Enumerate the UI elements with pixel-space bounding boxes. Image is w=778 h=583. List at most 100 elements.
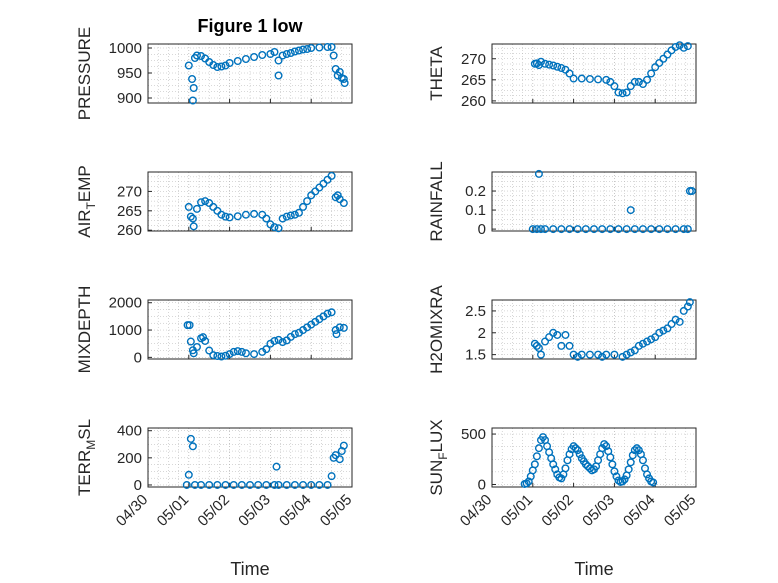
panel-h2omixra: 1.5 2 2.5 H2OMIXRA — [427, 284, 697, 374]
panel-h2omixra-point — [577, 350, 586, 359]
panel-terr-msl-point — [182, 480, 191, 489]
panel-air-temp-axes-box — [147, 171, 353, 232]
panel-pressure-point — [315, 43, 324, 52]
panel-sun-flux-point — [557, 474, 566, 483]
panel-sun-flux-point — [532, 452, 541, 461]
panel-theta-ylabel: THETA — [427, 46, 446, 101]
panel-mixdepth-point — [209, 351, 218, 360]
panel-pressure-plot-area — [148, 44, 352, 103]
panel-sun-flux-point — [620, 475, 629, 484]
panel-h2omixra-point — [573, 352, 582, 361]
panel-pressure-point — [184, 61, 193, 70]
panel-theta-series — [530, 41, 692, 98]
panel-sun-flux-xtick-label: 05/05 — [661, 491, 700, 530]
panel-sun-flux-point — [575, 450, 584, 459]
panel-sun-flux-point — [628, 451, 637, 460]
panel-mixdepth-point — [192, 342, 201, 351]
panel-terr-msl-point — [331, 451, 340, 460]
panel-air-temp-point — [241, 210, 250, 219]
panel-air-temp-point — [294, 208, 303, 217]
panel-sun-flux-xtick-label: 04/30 — [457, 491, 496, 530]
panel-sun-flux-point — [649, 478, 658, 487]
panel-terr-msl-point — [197, 480, 206, 489]
panel-theta-point — [585, 74, 594, 83]
panel-rainfall-point — [655, 225, 664, 234]
panel-h2omixra-point — [530, 339, 539, 348]
panel-rainfall-point — [581, 225, 590, 234]
panel-theta-point — [659, 54, 668, 63]
panel-pressure-point — [327, 43, 336, 52]
panel-mixdepth-point — [199, 333, 208, 342]
panel-mixdepth-point — [290, 330, 299, 339]
panel-sun-flux-point — [573, 446, 582, 455]
panel-theta-grid — [492, 44, 696, 103]
panel-h2omixra-point — [655, 328, 664, 337]
panel-air-temp-ylabel: AIRTEMP — [75, 165, 98, 238]
panel-mixdepth-point — [225, 350, 234, 359]
panel-rainfall-point — [687, 187, 696, 196]
panel-rainfall-ytick-label: 0 — [478, 221, 486, 238]
panel-h2omixra-point — [545, 333, 554, 342]
panel-mixdepth-point — [274, 335, 283, 344]
panel-rainfall-point — [622, 225, 631, 234]
panel-pressure-point — [278, 51, 287, 60]
panel-theta-point — [606, 77, 615, 86]
panel-rainfall-point — [683, 225, 692, 234]
panel-terr-msl-point — [315, 480, 324, 489]
panel-h2omixra-point — [541, 337, 550, 346]
panel-pressure-point — [270, 48, 279, 57]
panel-pressure: 900 950 1000 PRESSURE Figure 1 low — [75, 16, 353, 121]
panel-pressure-ytick-label: 1000 — [109, 40, 142, 57]
panel-rainfall-grid — [492, 171, 696, 231]
panel-rainfall-ytick-label: 0.1 — [465, 202, 486, 219]
panel-pressure-point — [250, 53, 259, 62]
panel-h2omixra-point — [618, 352, 627, 361]
panel-theta-point — [675, 41, 684, 50]
panel-theta-point — [671, 42, 680, 51]
panel-pressure-point — [189, 83, 198, 92]
panel-theta-point — [532, 59, 541, 68]
panel-mixdepth-point — [221, 351, 230, 360]
panel-terr-msl-xtick-label: 05/03 — [235, 491, 274, 530]
panel-h2omixra-point — [647, 335, 656, 344]
panel-h2omixra-ytick-label: 2 — [478, 325, 486, 342]
panel-h2omixra-point — [532, 341, 541, 350]
panel-h2omixra-point — [671, 315, 680, 324]
panel-mixdepth-point — [323, 309, 332, 318]
panel-sun-flux-axes-box — [491, 427, 697, 488]
panel-h2omixra-point — [630, 346, 639, 355]
panel-sun-flux-point — [618, 477, 627, 486]
panel-air-temp-ytick-label: 265 — [117, 203, 142, 220]
panel-mixdepth-ylabel: MIXDEPTH — [75, 286, 94, 374]
panel-terr-msl-point — [290, 480, 299, 489]
panel-theta-point — [630, 77, 639, 86]
panel-sun-flux-point — [602, 442, 611, 451]
panel-sun-flux-plot-area — [492, 428, 696, 487]
panel-pressure-point — [258, 51, 267, 60]
panel-h2omixra-point — [626, 348, 635, 357]
panel-h2omixra-point — [638, 339, 647, 348]
panel-mixdepth-point — [262, 345, 271, 354]
panel-mixdepth-point — [186, 337, 195, 346]
panel-pressure-grid — [148, 44, 352, 103]
panel-h2omixra-point — [594, 350, 603, 359]
panel-pressure-ylabel: PRESSURE — [75, 27, 94, 121]
panel-terr-msl-point — [188, 442, 197, 451]
panel-sun-flux-point — [598, 444, 607, 453]
panel-h2omixra-point — [549, 328, 558, 337]
panel-rainfall-point — [630, 225, 639, 234]
panel-terr-msl: 0 200 400 04/30 05/01 05/02 05/03 05/04 05/05 TER… — [75, 419, 355, 579]
panel-sun-flux-point — [583, 462, 592, 471]
panel-h2omixra-axes-box — [491, 299, 697, 360]
panel-h2omixra-point — [663, 324, 672, 333]
panel-sun-flux-series — [520, 433, 658, 488]
panel-terr-msl-point — [229, 480, 238, 489]
panel-pressure-point — [290, 47, 299, 56]
panel-h2omixra-point — [585, 350, 594, 359]
panel-sun-flux-point — [581, 460, 590, 469]
panel-theta-point — [683, 42, 692, 51]
panel-theta-point — [569, 74, 578, 83]
panel-sun-flux: 0 500 04/30 05/01 05/02 05/03 05/04 05/05 SUNFLU… — [427, 419, 699, 579]
panel-terr-msl-point — [237, 480, 246, 489]
